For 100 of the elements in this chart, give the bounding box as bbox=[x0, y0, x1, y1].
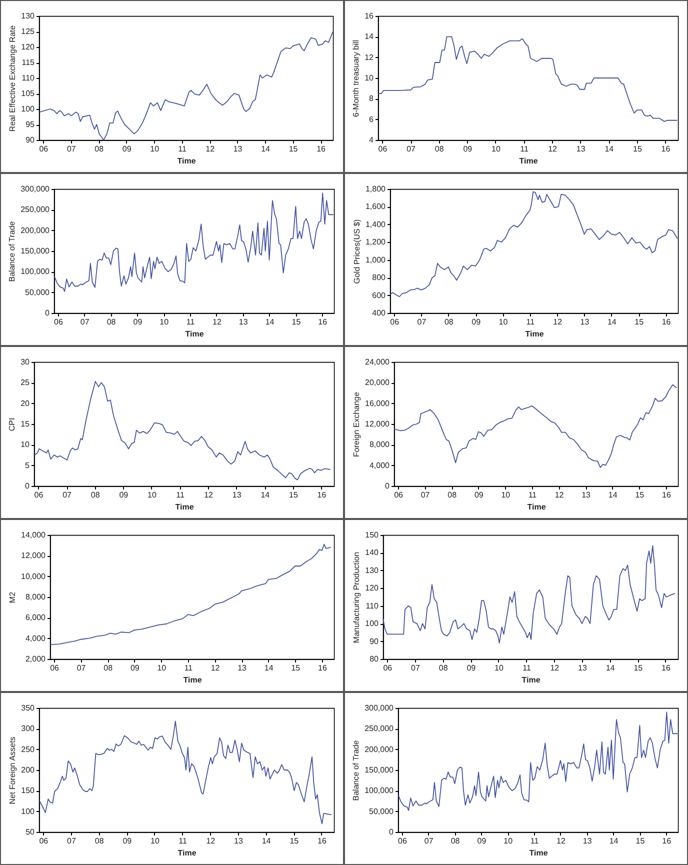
y-axis-title: CPI bbox=[8, 418, 17, 432]
y-tick-label: 14,000 bbox=[21, 530, 46, 540]
x-tick-label: 08 bbox=[438, 664, 448, 672]
x-tick-label: 07 bbox=[62, 490, 72, 500]
y-tick-label: 16 bbox=[364, 12, 374, 20]
y-tick-label: 14 bbox=[364, 32, 374, 42]
x-tick-label: 16 bbox=[662, 490, 672, 500]
x-tick-label: 10 bbox=[494, 664, 504, 672]
x-tick-label: 15 bbox=[289, 490, 298, 500]
y-tick-label: 0 bbox=[25, 482, 30, 490]
y-tick-label: 25 bbox=[20, 378, 30, 388]
y-tick-label: 4,000 bbox=[369, 460, 390, 470]
y-tick-label: 20,000 bbox=[365, 378, 390, 388]
x-tick-label: 06 bbox=[394, 490, 404, 500]
line-series bbox=[382, 545, 676, 644]
y-tick-label: 200,000 bbox=[364, 744, 394, 754]
y-tick-label: 130 bbox=[21, 12, 36, 20]
x-tick-label: 07 bbox=[66, 144, 76, 154]
y-axis-title: Foreign Exchange bbox=[352, 391, 362, 457]
x-tick-label: 12 bbox=[550, 664, 560, 672]
y-tick-label: 8 bbox=[369, 94, 374, 104]
y-tick-label: 24,000 bbox=[365, 358, 390, 366]
y-tick-label: 5 bbox=[25, 460, 30, 470]
y-tick-label: 0 bbox=[389, 828, 394, 836]
y-tick-label: 110 bbox=[366, 601, 380, 610]
x-tick-label: 07 bbox=[411, 664, 420, 672]
x-tick-label: 13 bbox=[582, 490, 592, 500]
y-tick-label: 12,000 bbox=[365, 420, 390, 428]
y-axis-title: Balance of Trade bbox=[8, 220, 17, 282]
x-tick-label: 07 bbox=[417, 318, 427, 326]
x-tick-label: 08 bbox=[444, 318, 454, 326]
x-tick-label: 14 bbox=[604, 144, 614, 154]
y-tick-label: 150,000 bbox=[20, 246, 50, 256]
x-tick-label: 12 bbox=[553, 318, 563, 326]
x-tick-label: 06 bbox=[39, 144, 49, 154]
x-tick-label: 10 bbox=[501, 490, 511, 500]
x-tick-label: 11 bbox=[530, 836, 540, 846]
y-tick-label: 130 bbox=[365, 566, 380, 575]
line-series bbox=[34, 380, 331, 480]
y-tick-label: 600 bbox=[372, 290, 386, 300]
x-tick-label: 10 bbox=[160, 318, 170, 326]
x-tick-label: 11 bbox=[520, 144, 529, 154]
y-tick-label: 6 bbox=[369, 114, 374, 124]
y-tick-label: 100,000 bbox=[20, 267, 50, 276]
x-tick-label: 09 bbox=[130, 664, 140, 672]
x-tick-label: 07 bbox=[424, 836, 434, 846]
x-axis-title: Time bbox=[175, 502, 194, 512]
x-tick-label: 06 bbox=[50, 664, 60, 672]
y-tick-label: 200,000 bbox=[20, 226, 50, 235]
y-tick-label: 350 bbox=[21, 704, 36, 712]
x-tick-label: 15 bbox=[292, 318, 302, 326]
x-axis-title: Time bbox=[522, 676, 541, 684]
x-tick-label: 14 bbox=[608, 490, 618, 500]
y-tick-label: 150 bbox=[365, 530, 380, 540]
x-tick-label: 10 bbox=[148, 490, 157, 500]
x-tick-label: 09 bbox=[472, 318, 482, 326]
y-tick-label: 300,000 bbox=[20, 184, 50, 194]
y-tick-label: 0 bbox=[45, 308, 50, 318]
x-tick-label: 14 bbox=[265, 318, 275, 326]
x-tick-label: 16 bbox=[662, 318, 672, 326]
x-tick-label: 12 bbox=[206, 836, 216, 846]
x-tick-label: 07 bbox=[76, 664, 86, 672]
y-tick-label: 10 bbox=[20, 440, 30, 450]
x-tick-label: 08 bbox=[106, 318, 116, 326]
y-tick-label: 90 bbox=[370, 636, 380, 646]
x-tick-label: 09 bbox=[133, 318, 143, 326]
x-tick-label: 10 bbox=[150, 144, 160, 154]
y-tick-label: 1,400 bbox=[365, 220, 386, 229]
x-axis-title: Time bbox=[529, 848, 548, 858]
x-tick-label: 06 bbox=[39, 836, 49, 846]
y-tick-label: 1,800 bbox=[365, 184, 386, 194]
x-tick-label: 14 bbox=[261, 144, 271, 154]
y-tick-label: 1,000 bbox=[365, 255, 386, 264]
y-tick-label: 50 bbox=[26, 828, 36, 836]
x-tick-label: 14 bbox=[607, 318, 617, 326]
y-tick-label: 115 bbox=[22, 58, 36, 67]
x-tick-label: 13 bbox=[582, 836, 592, 846]
y-tick-label: 250,000 bbox=[364, 724, 394, 734]
x-tick-label: 07 bbox=[420, 490, 430, 500]
y-tick-label: 125 bbox=[21, 27, 36, 36]
x-tick-label: 10 bbox=[492, 144, 501, 154]
x-tick-label: 15 bbox=[634, 664, 644, 672]
x-tick-label: 08 bbox=[450, 836, 460, 846]
y-tick-label: 120 bbox=[365, 584, 380, 593]
y-tick-label: 80 bbox=[370, 654, 380, 664]
x-tick-label: 11 bbox=[186, 318, 196, 326]
line-series bbox=[39, 720, 332, 824]
x-tick-label: 15 bbox=[634, 318, 644, 326]
x-tick-label: 15 bbox=[291, 664, 301, 672]
x-tick-label: 11 bbox=[176, 490, 185, 500]
x-tick-label: 14 bbox=[260, 490, 270, 500]
y-tick-label: 100 bbox=[21, 104, 36, 114]
y-axis-title: 6-Month treasuary bill bbox=[352, 40, 361, 117]
x-tick-label: 09 bbox=[477, 836, 487, 846]
y-tick-label: 50,000 bbox=[25, 288, 50, 297]
y-tick-label: 300 bbox=[21, 724, 36, 734]
x-tick-label: 06 bbox=[383, 664, 393, 672]
x-tick-label: 12 bbox=[556, 836, 566, 846]
y-axis-title: M2 bbox=[8, 591, 18, 604]
x-tick-label: 15 bbox=[633, 144, 642, 154]
